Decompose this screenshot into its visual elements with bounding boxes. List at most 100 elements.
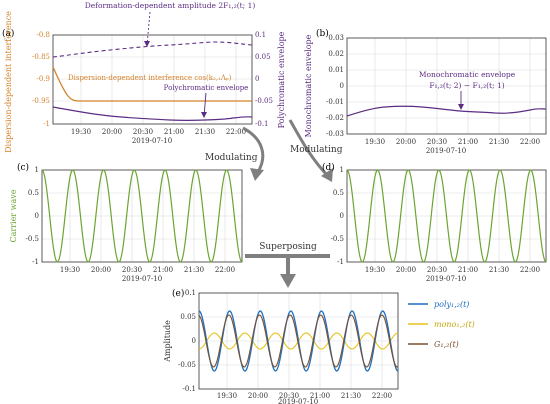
carrier-wave-curve	[41, 169, 243, 263]
panel-a-ylabel-left: Dispersion-dependent interference	[4, 11, 13, 153]
xtick-label: 21:30	[489, 138, 509, 146]
panel-b: (b) 0.03 0.02 0.01 0 -0.01 -0.02 -0.03 1	[304, 28, 547, 155]
modulating-label-right: Modulating	[290, 145, 343, 155]
modulating-label-left: Modulating	[205, 153, 258, 163]
g-curve	[198, 314, 399, 368]
panel-d-xlabel: 2019-07-10	[426, 275, 466, 283]
arrow-head	[280, 274, 296, 288]
xtick-label: 20:00	[396, 138, 416, 146]
deformation-amplitude-curve	[52, 41, 253, 58]
panel-e-xlabel: 2019-07-10	[278, 398, 318, 404]
panel-b-xlabel: 2019-07-10	[426, 147, 466, 155]
panel-c-letter: (c)	[17, 162, 29, 173]
ytick-label: -0.03	[326, 130, 344, 138]
panel-c: (c) 1 0.5 0 -0.5 -1 19:30 20:00 20:30 21…	[9, 162, 243, 283]
panel-e-frame	[198, 292, 399, 390]
panel-a-xlabel: 2019-07-10	[132, 137, 172, 145]
xtick-label: 19:30	[60, 266, 80, 274]
panel-d-letter: (d)	[322, 162, 335, 173]
annot-deformation-arrow	[146, 11, 151, 46]
superposing-label: Superposing	[259, 242, 317, 252]
panel-b-grid	[347, 38, 546, 134]
xtick-label: 19:30	[71, 128, 91, 136]
xtick-label: 20:00	[248, 392, 268, 400]
panel-e-letter: (e)	[172, 288, 184, 299]
ytick-label: -0.5	[26, 235, 40, 243]
panel-d-grid	[347, 170, 546, 262]
xtick-label: 21:00	[458, 266, 478, 274]
panel-a-frame	[52, 34, 253, 125]
ytick-label: 0.05	[255, 53, 271, 61]
xtick-label: 20:30	[133, 128, 153, 136]
panel-e: (e) 0.1 0.05 0 -0.05 -0.1 19:30 20:00 20…	[163, 288, 475, 404]
annot-deformation: Deformation-dependent amplitude 2F₁,₂(t;…	[85, 1, 256, 10]
ytick-label: -1	[43, 120, 50, 128]
annot-mono-formula: F₁,₂(t; 2) − F₁,₂(t; 1)	[429, 81, 504, 90]
panel-c-ylabel: Carrier wave	[9, 189, 18, 242]
panel-a: (a) -0.8 -0.85 -0.9 -0.95 -1 0.1 0	[2, 1, 286, 153]
xtick-label: 20:30	[279, 392, 299, 400]
ytick-label: -0.95	[32, 97, 50, 105]
panel-c-yticks: 1 0.5 0 -0.5 -1	[26, 166, 40, 266]
xtick-label: 20:30	[427, 266, 447, 274]
panel-a-xticks: 19:30 20:00 20:30 21:00 21:30 22:00	[71, 128, 246, 136]
ytick-label: -0.85	[32, 53, 50, 61]
xtick-label: 22:00	[215, 266, 235, 274]
panel-c-frame	[41, 169, 243, 263]
xtick-label: 20:00	[102, 128, 122, 136]
ytick-label: 1	[35, 166, 39, 174]
arrow-head	[201, 112, 207, 118]
carrier-wave-curve	[346, 169, 547, 263]
ytick-label: -0.05	[255, 97, 273, 105]
panel-b-frame	[346, 37, 547, 135]
ytick-label: 0.05	[180, 313, 196, 321]
xtick-label: 19:30	[365, 266, 385, 274]
ytick-label: -1	[32, 258, 39, 266]
legend-label-g: G₁,₂(t)	[434, 340, 459, 349]
panel-e-yticks: 0.1 0.05 0 -0.05 -0.1	[178, 289, 196, 393]
arrow-head	[250, 168, 264, 181]
arrow-head	[144, 41, 150, 47]
arrow-head	[321, 168, 333, 182]
panel-b-ylabel: Monochromatic envelope	[304, 34, 313, 137]
monochromatic-envelope-curve	[346, 105, 547, 117]
ytick-label: -0.01	[326, 98, 344, 106]
panel-e-ylabel: Amplitude	[163, 320, 172, 363]
xtick-label: 22:00	[372, 392, 392, 400]
polychromatic-envelope-curve	[52, 106, 253, 122]
xtick-label: 21:30	[195, 128, 215, 136]
ytick-label: 0	[340, 82, 344, 90]
ytick-label: -0.5	[331, 235, 345, 243]
panel-d-frame	[346, 169, 547, 263]
superposing-flow: Superposing	[245, 242, 330, 288]
xtick-label: 19:30	[365, 138, 385, 146]
panel-a-yticks-right: 0.1 0.05 0 -0.05 -0.1	[255, 31, 273, 128]
xtick-label: 21:00	[310, 392, 330, 400]
xtick-label: 20:30	[427, 138, 447, 146]
legend-label-mono: mono₁,₂(t)	[434, 320, 475, 329]
panel-e-xticks: 19:30 20:00 20:30 21:00 21:30 22:00	[217, 392, 392, 400]
ytick-label: 0.03	[328, 34, 344, 42]
xtick-label: 20:00	[91, 266, 111, 274]
ytick-label: 0	[192, 337, 196, 345]
xtick-label: 22:00	[226, 128, 246, 136]
ytick-label: -0.05	[178, 361, 196, 369]
annot-poly: Polychromatic envelope	[164, 84, 249, 92]
ytick-label: -0.02	[326, 114, 344, 122]
modulating-arrow-left	[242, 126, 265, 173]
superposing-stem	[286, 256, 290, 276]
legend-label-poly: poly₁,₂(t)	[434, 300, 469, 309]
xtick-label: 22:00	[520, 266, 540, 274]
xtick-label: 21:00	[458, 138, 478, 146]
xtick-label: 19:30	[217, 392, 237, 400]
arrow-head	[458, 104, 464, 110]
panel-b-yticks: 0.03 0.02 0.01 0 -0.01 -0.02 -0.03	[326, 34, 344, 138]
xtick-label: 21:30	[341, 392, 361, 400]
modulating-arrow-right	[288, 119, 330, 178]
xtick-label: 20:00	[396, 266, 416, 274]
ytick-label: 0.1	[185, 289, 196, 297]
ytick-label: 1	[340, 166, 344, 174]
panel-a-yticks-left: -0.8 -0.85 -0.9 -0.95 -1	[32, 31, 50, 128]
xtick-label: 21:30	[489, 266, 509, 274]
